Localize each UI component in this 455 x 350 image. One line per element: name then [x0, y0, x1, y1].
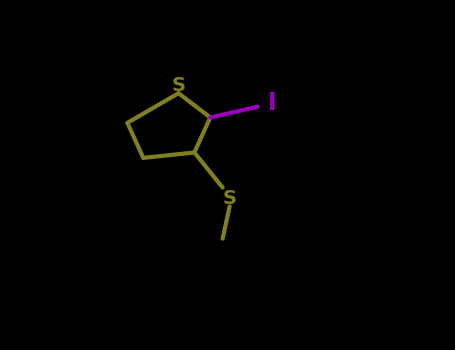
- Text: I: I: [268, 91, 276, 115]
- Text: S: S: [222, 189, 237, 208]
- Text: S: S: [172, 76, 186, 94]
